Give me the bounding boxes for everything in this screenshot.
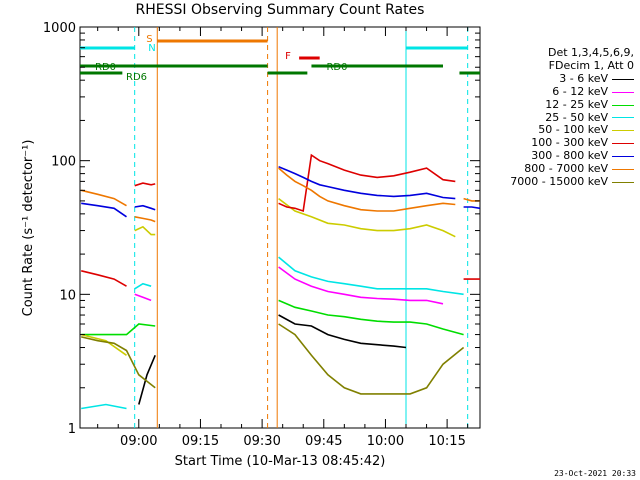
series-line <box>278 299 464 336</box>
series-line <box>134 204 156 211</box>
series-line <box>138 354 156 405</box>
legend-label: 50 - 100 keV <box>538 123 608 137</box>
series-line <box>134 282 152 290</box>
chart-title: RHESSI Observing Summary Count Rates <box>135 2 425 18</box>
legend-entry: 25 - 50 keV <box>454 110 634 125</box>
series-line <box>278 256 464 296</box>
x-tick-label: 10:00 <box>367 434 404 449</box>
legend-swatch <box>612 182 634 184</box>
y-tick-label: 1000 <box>43 21 76 36</box>
annotation-layer: SN F RD0 RD0 RD6 <box>80 27 480 428</box>
x-tick-label: 10:15 <box>428 434 465 449</box>
decimation-label: RD0 <box>95 62 116 73</box>
legend-entry: 6 - 12 keV <box>454 84 634 99</box>
y-tick-label: 1 <box>68 422 76 437</box>
legend-swatch <box>612 117 634 119</box>
legend-entry: 100 - 300 keV <box>454 136 634 150</box>
decimation-label: RD6 <box>126 72 147 83</box>
legend-entry: 50 - 100 keV <box>454 124 634 137</box>
legend-header-line-2: FDecim 1, Att 0 <box>548 58 634 72</box>
legend-swatch <box>612 130 634 132</box>
flag-label: S <box>146 34 152 45</box>
series-line <box>278 266 444 305</box>
series-line <box>463 206 481 210</box>
series-line <box>134 225 156 236</box>
x-axis-title: Start Time (10-Mar-13 08:45:42) <box>174 454 386 469</box>
series-line <box>81 323 156 336</box>
y-axis-title: Count Rate (s⁻¹ detector⁻¹) <box>21 140 36 317</box>
legend-label: 800 - 7000 keV <box>524 162 608 176</box>
series-line <box>81 202 127 218</box>
legend-label: 3 - 6 keV <box>559 71 608 85</box>
legend-entry: 3 - 6 keV <box>454 71 634 86</box>
y-tick-label: 10 <box>59 288 76 303</box>
flag-label: F <box>285 51 291 62</box>
legend: Det 1,3,4,5,6,9, FDecim 1, Att 0 3 - 6 k… <box>454 46 634 189</box>
legend-label: 25 - 50 keV <box>545 110 608 124</box>
series-line <box>278 167 456 212</box>
series-line <box>134 293 152 302</box>
legend-entry: 7000 - 15000 keV <box>454 175 634 189</box>
series-line <box>81 270 127 287</box>
series-line <box>134 182 156 187</box>
series-line <box>81 403 127 410</box>
footer-date: 23-Oct-2021 20:33 <box>554 469 636 478</box>
series-layer <box>81 153 481 410</box>
legend-entry: 12 - 25 keV <box>454 97 634 112</box>
legend-swatch <box>612 143 634 145</box>
series-line <box>278 153 456 213</box>
series-line <box>278 197 456 238</box>
legend-swatch <box>612 91 634 93</box>
legend-entry: 300 - 800 keV <box>454 149 634 163</box>
axis-layer: 1 10 100 1000 09:00 09:15 09:30 09:45 10:00 10:15 <box>43 21 480 449</box>
legend-label: 12 - 25 keV <box>545 97 608 111</box>
legend-swatch <box>612 78 634 80</box>
series-line <box>278 323 465 395</box>
series-line <box>134 216 156 223</box>
series-line <box>81 189 127 207</box>
flag-label: N <box>148 43 155 54</box>
x-tick-label: 09:30 <box>243 434 280 449</box>
legend-swatch <box>612 156 634 158</box>
legend-label: 7000 - 15000 keV <box>510 175 608 189</box>
x-tick-label: 09:00 <box>120 434 157 449</box>
y-tick-label: 100 <box>51 155 76 170</box>
series-line <box>81 333 127 356</box>
legend-swatch <box>612 104 634 106</box>
series-line <box>278 166 456 200</box>
legend-label: 300 - 800 keV <box>531 149 608 163</box>
x-tick-label: 09:45 <box>305 434 342 449</box>
legend-header-line-1: Det 1,3,4,5,6,9, <box>547 46 634 59</box>
legend-entry: 800 - 7000 keV <box>454 162 634 176</box>
legend-label: 6 - 12 keV <box>552 84 608 98</box>
decimation-label: RD0 <box>326 62 347 73</box>
plot-area <box>79 26 481 429</box>
x-tick-label: 09:15 <box>182 434 219 449</box>
legend-swatch <box>612 169 634 171</box>
series-line <box>278 314 407 349</box>
legend-label: 100 - 300 keV <box>531 136 608 150</box>
series-line <box>81 336 156 389</box>
